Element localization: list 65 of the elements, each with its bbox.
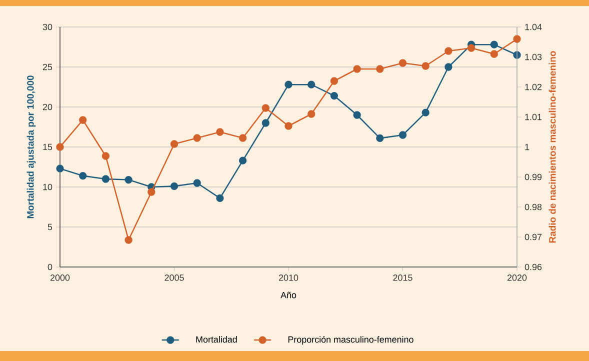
point: [124, 176, 132, 184]
point: [284, 80, 292, 88]
x-tick-label: 2010: [278, 274, 298, 281]
y2-tick-label: 1.04: [525, 24, 542, 30]
y-tick-label: 10: [43, 184, 52, 190]
point: [490, 40, 498, 48]
point: [262, 104, 270, 112]
point: [376, 65, 384, 73]
point: [444, 63, 452, 71]
y-tick-label: 30: [42, 24, 52, 30]
point: [102, 152, 110, 160]
point: [170, 140, 178, 148]
point: [513, 35, 521, 43]
point: [308, 80, 316, 88]
point: [193, 179, 201, 187]
point: [216, 128, 224, 136]
x-tick-label: 2000: [50, 274, 70, 281]
point: [398, 59, 407, 67]
y-tick-label: 15: [43, 144, 52, 150]
point: [444, 47, 452, 55]
y2-tick-label: 0.97: [524, 234, 542, 240]
y-axis-title: Mortalidad ajustada por 100,000: [26, 76, 36, 218]
point: [353, 65, 361, 73]
point: [79, 116, 87, 124]
y2-tick-label: 0.98: [524, 204, 542, 210]
point: [56, 164, 64, 172]
x-tick-label: 2005: [164, 274, 184, 281]
point: [422, 108, 430, 116]
point: [238, 156, 247, 164]
point: [216, 194, 224, 202]
point: [262, 119, 270, 127]
y2-tick-label: 0.99: [524, 174, 542, 180]
y-tick-label: 20: [42, 104, 52, 110]
point: [330, 77, 338, 85]
point: [102, 175, 110, 183]
point: [238, 134, 247, 142]
point: [284, 122, 292, 130]
y2-tick-label: 1: [525, 144, 530, 150]
point: [124, 236, 132, 244]
x-tick-label: 2015: [393, 274, 412, 281]
point: [56, 143, 64, 151]
point: [467, 44, 476, 52]
point: [353, 111, 361, 119]
x-axis-title: Año: [280, 292, 296, 298]
y-tick-label: 5: [48, 224, 52, 230]
point: [490, 50, 498, 58]
point: [376, 134, 384, 142]
legend-label: Proporción masculino-femenino: [288, 336, 414, 344]
y2-tick-label: 0.96: [524, 264, 542, 270]
point: [79, 172, 87, 180]
point: [170, 182, 178, 190]
point: [308, 110, 316, 118]
y2-axis-title: Radio de nacimientos masculino-femenino: [548, 51, 556, 243]
point: [398, 131, 407, 139]
point: [330, 92, 338, 100]
y-tick-label: 25: [42, 64, 52, 70]
legend-label: Mortalidad: [196, 336, 237, 343]
point: [193, 134, 201, 142]
y2-tick-label: 1.03: [525, 54, 542, 60]
y2-tick-label: 1.02: [525, 84, 542, 90]
y2-tick-label: 1.01: [525, 114, 542, 120]
point: [148, 188, 156, 196]
point: [422, 62, 430, 70]
x-tick-label: 2020: [507, 274, 527, 281]
y-tick-label: 0: [48, 264, 52, 270]
